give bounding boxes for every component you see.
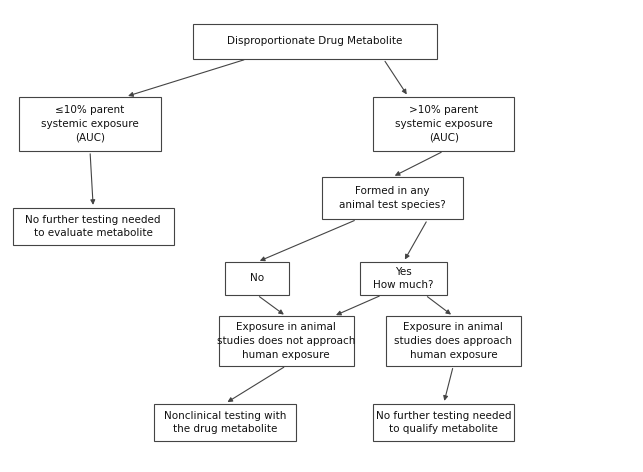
FancyBboxPatch shape xyxy=(13,208,174,245)
FancyBboxPatch shape xyxy=(360,262,447,295)
FancyBboxPatch shape xyxy=(373,404,514,441)
FancyBboxPatch shape xyxy=(193,24,437,59)
Text: Disproportionate Drug Metabolite: Disproportionate Drug Metabolite xyxy=(228,36,403,46)
Text: >10% parent
systemic exposure
(AUC): >10% parent systemic exposure (AUC) xyxy=(395,105,493,143)
FancyBboxPatch shape xyxy=(373,97,514,151)
Text: Exposure in animal
studies does approach
human exposure: Exposure in animal studies does approach… xyxy=(394,322,512,360)
Text: No: No xyxy=(250,273,264,284)
FancyBboxPatch shape xyxy=(219,316,354,366)
FancyBboxPatch shape xyxy=(322,177,463,219)
Text: No further testing needed
to evaluate metabolite: No further testing needed to evaluate me… xyxy=(26,215,161,238)
FancyBboxPatch shape xyxy=(154,404,296,441)
Text: ≤10% parent
systemic exposure
(AUC): ≤10% parent systemic exposure (AUC) xyxy=(41,105,139,143)
FancyBboxPatch shape xyxy=(386,316,521,366)
Text: Yes
How much?: Yes How much? xyxy=(373,267,434,290)
FancyBboxPatch shape xyxy=(19,97,161,151)
FancyBboxPatch shape xyxy=(225,262,289,295)
Text: Nonclinical testing with
the drug metabolite: Nonclinical testing with the drug metabo… xyxy=(164,411,286,434)
Text: No further testing needed
to qualify metabolite: No further testing needed to qualify met… xyxy=(376,411,511,434)
Text: Formed in any
animal test species?: Formed in any animal test species? xyxy=(339,186,446,210)
Text: Exposure in animal
studies does not approach
human exposure: Exposure in animal studies does not appr… xyxy=(217,322,356,360)
